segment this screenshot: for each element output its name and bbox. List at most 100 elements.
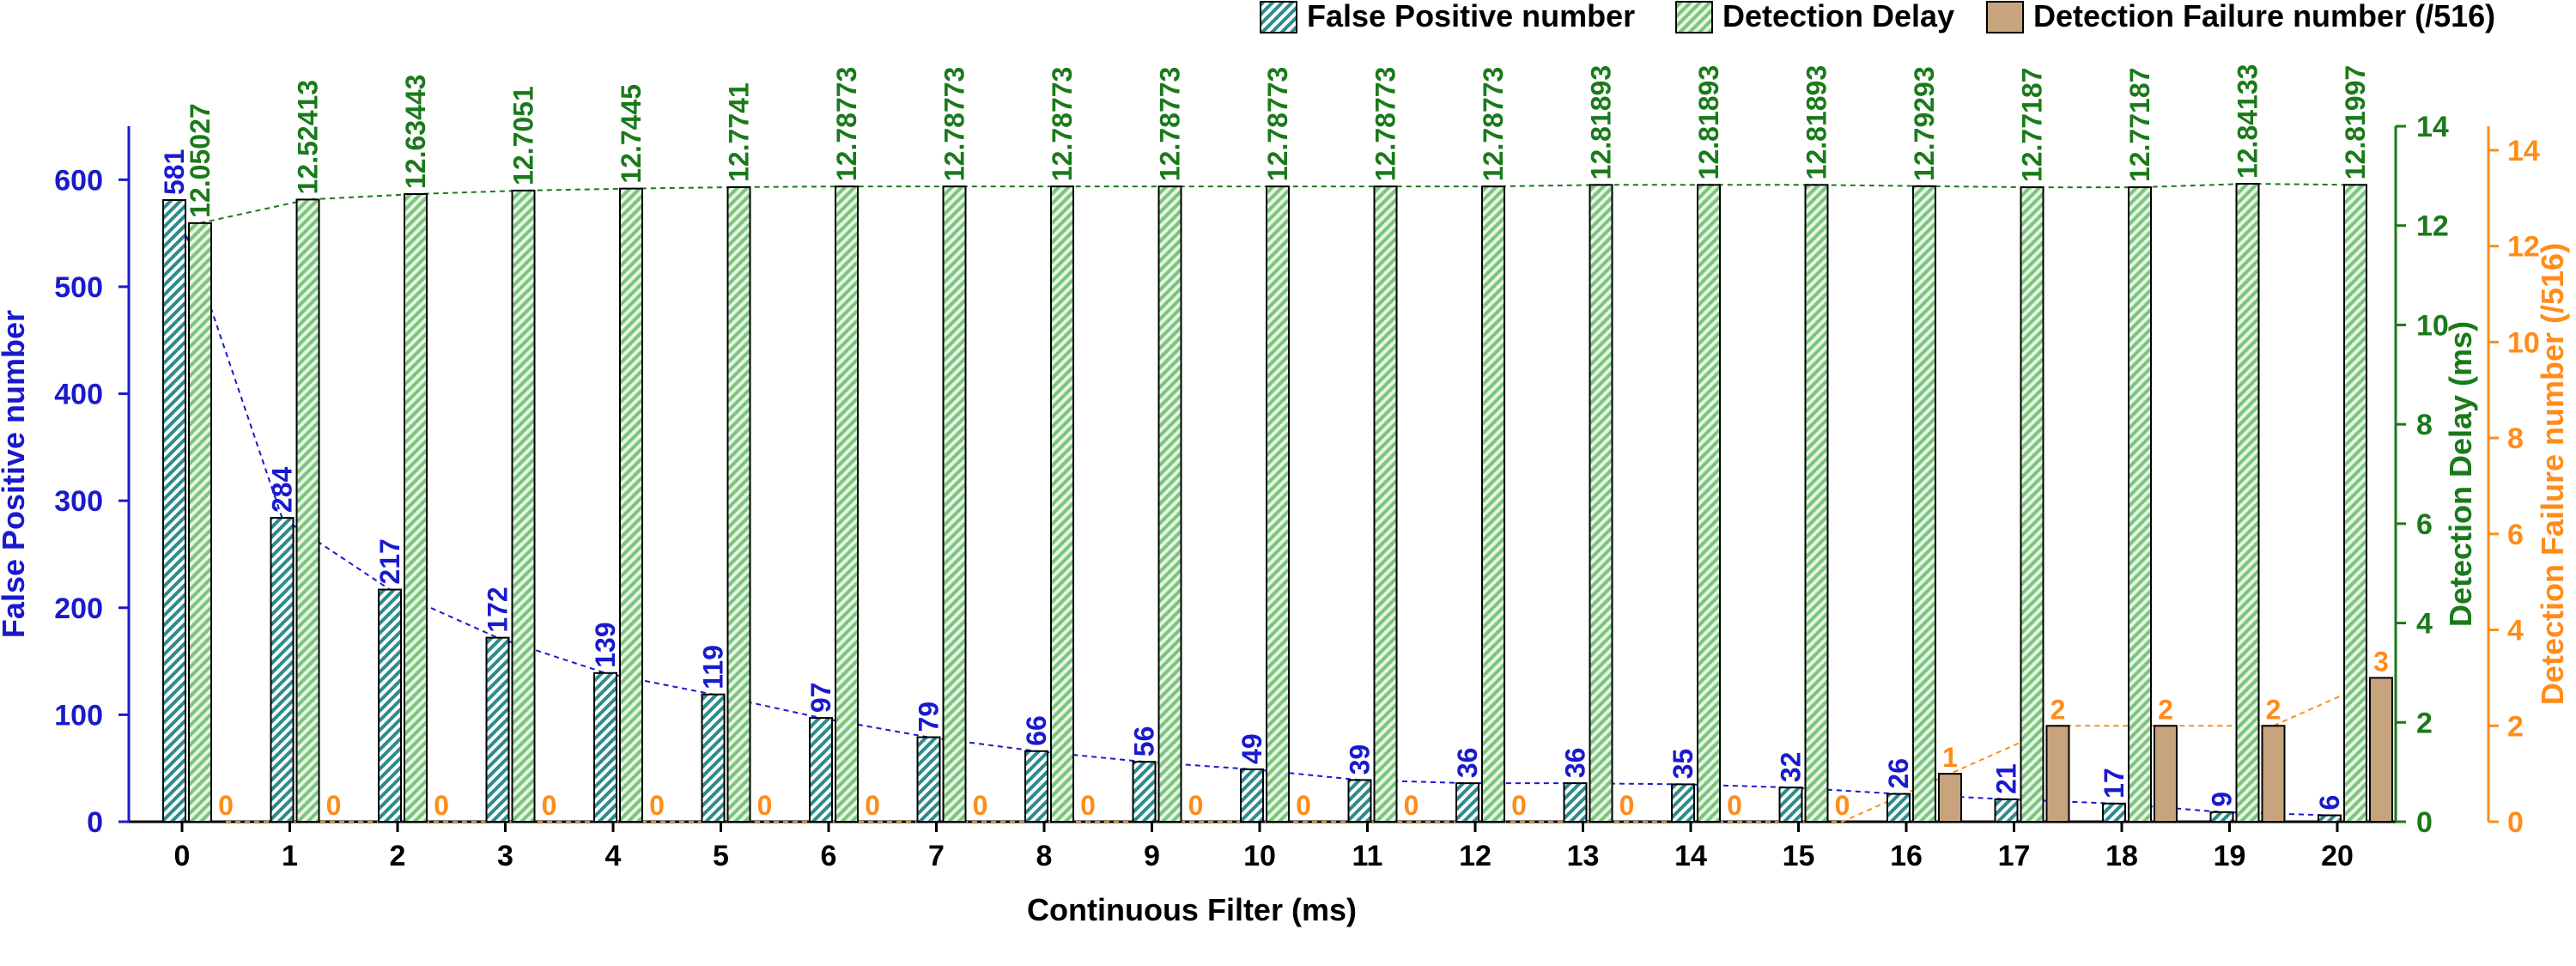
data-label-detection-delay: 12.79293 xyxy=(1909,66,1940,180)
data-label-false-positive: 39 xyxy=(1345,744,1376,775)
data-label-detection-delay: 12.81893 xyxy=(1693,65,1724,179)
data-label-false-positive: 17 xyxy=(2099,768,2129,799)
x-tick-label: 13 xyxy=(1567,840,1600,872)
data-label-false-positive: 56 xyxy=(1129,726,1160,757)
bar-detection-delay xyxy=(1266,185,1290,823)
x-tick-label: 20 xyxy=(2321,840,2354,872)
data-label-detection-failure: 0 xyxy=(326,790,342,821)
x-tick-label: 3 xyxy=(497,840,513,872)
bar-detection-delay xyxy=(2128,186,2152,823)
right-y-axis-failure-title: Detection Failure number (/516) xyxy=(2535,243,2570,705)
right-y-failure-tick-label: 0 xyxy=(2507,806,2524,839)
data-label-detection-failure: 0 xyxy=(973,790,988,821)
data-label-detection-delay: 12.78773 xyxy=(831,67,862,181)
data-label-detection-failure: 2 xyxy=(2266,694,2281,725)
bar-false-positive xyxy=(1994,798,2019,823)
bar-detection-failure xyxy=(2261,725,2286,823)
bar-false-positive xyxy=(270,517,295,823)
x-tick-label: 9 xyxy=(1144,840,1160,872)
axes-ticks: 0 1 2 3 4 5 6 7 8 9 10 11 12 13 14 15 16 17 18 19 2001002003… xyxy=(54,111,2540,872)
data-label-detection-delay: 12.81893 xyxy=(1801,65,1832,179)
bar-detection-failure xyxy=(2154,725,2178,823)
x-tick-label: 5 xyxy=(713,840,729,872)
bar-detection-delay xyxy=(1912,185,1936,823)
left-y-tick-label: 100 xyxy=(54,699,103,732)
data-label-detection-failure: 1 xyxy=(1942,742,1958,773)
bar-false-positive xyxy=(1886,793,1911,823)
data-label-false-positive: 9 xyxy=(2207,792,2238,807)
bar-detection-delay xyxy=(1804,184,1829,823)
right-y-failure-tick-label: 8 xyxy=(2507,422,2524,455)
data-label-detection-delay: 12.78773 xyxy=(1370,67,1401,181)
bar-detection-delay xyxy=(1373,185,1398,823)
data-label-detection-failure: 0 xyxy=(1619,790,1635,821)
bar-detection-delay xyxy=(2020,186,2044,823)
data-label-detection-failure: 2 xyxy=(2158,694,2173,725)
bar-false-positive xyxy=(809,717,833,823)
data-label-detection-delay: 12.84133 xyxy=(2233,64,2263,179)
data-label-detection-failure: 0 xyxy=(1080,790,1096,821)
data-label-false-positive: 119 xyxy=(698,645,729,690)
bar-detection-failure xyxy=(1938,773,1962,823)
bar-detection-delay xyxy=(619,187,643,823)
bar-false-positive xyxy=(2318,814,2342,823)
bar-false-positive xyxy=(2209,811,2234,823)
data-label-detection-failure: 0 xyxy=(434,790,449,821)
x-tick-label: 0 xyxy=(174,840,191,872)
data-label-false-positive: 21 xyxy=(1991,763,2022,794)
data-label-detection-failure: 0 xyxy=(542,790,557,821)
bars xyxy=(162,183,2393,823)
data-label-false-positive: 26 xyxy=(1883,758,1914,789)
right-y-delay-tick-label: 0 xyxy=(2416,806,2433,839)
right-y-failure-tick-label: 2 xyxy=(2507,710,2524,743)
data-label-false-positive: 172 xyxy=(483,586,513,632)
right-y-delay-tick-label: 14 xyxy=(2416,111,2449,143)
bar-false-positive xyxy=(701,693,726,823)
right-y-delay-tick-label: 4 xyxy=(2416,608,2433,641)
bar-false-positive xyxy=(162,198,186,823)
bar-false-positive xyxy=(916,736,941,823)
x-tick-label: 11 xyxy=(1352,840,1383,872)
bar-detection-delay xyxy=(942,185,967,823)
bar-detection-delay xyxy=(1589,184,1613,823)
left-y-tick-label: 300 xyxy=(54,485,103,518)
data-label-detection-delay: 12.52413 xyxy=(293,80,324,194)
x-tick-label: 1 xyxy=(282,840,298,872)
data-label-detection-failure: 0 xyxy=(1296,790,1311,821)
left-y-tick-label: 0 xyxy=(87,806,103,839)
bar-detection-failure xyxy=(2045,725,2070,823)
right-y-delay-tick-label: 6 xyxy=(2416,508,2433,541)
data-label-false-positive: 217 xyxy=(374,538,405,584)
bar-false-positive xyxy=(485,636,510,823)
data-label-detection-delay: 12.7051 xyxy=(508,86,539,185)
x-tick-label: 6 xyxy=(821,840,837,872)
left-y-axis-title: False Positive number xyxy=(0,310,31,638)
data-label-detection-delay: 12.78773 xyxy=(1047,67,1078,181)
data-label-detection-failure: 0 xyxy=(1404,790,1419,821)
data-label-detection-delay: 12.77187 xyxy=(2124,68,2155,182)
bar-detection-delay xyxy=(188,222,212,823)
data-label-false-positive: 97 xyxy=(805,683,836,714)
x-tick-label: 16 xyxy=(1890,840,1923,872)
x-tick-label: 17 xyxy=(1998,840,2031,872)
data-label-detection-failure: 0 xyxy=(757,790,773,821)
data-label-detection-delay: 12.7445 xyxy=(616,84,647,184)
right-y-delay-tick-label: 8 xyxy=(2416,409,2433,441)
data-label-detection-delay: 12.05027 xyxy=(185,103,216,217)
data-label-detection-delay: 12.78773 xyxy=(939,67,970,181)
x-tick-label: 12 xyxy=(1459,840,1492,872)
data-label-detection-failure: 0 xyxy=(1511,790,1527,821)
right-y-failure-tick-label: 12 xyxy=(2507,231,2540,264)
bar-detection-delay xyxy=(1481,185,1505,823)
legend-swatch-detection-failure xyxy=(1986,1,2024,33)
data-label-detection-delay: 12.78773 xyxy=(1478,67,1509,181)
data-label-false-positive: 36 xyxy=(1452,748,1483,779)
bar-detection-delay xyxy=(511,189,536,823)
data-label-detection-delay: 12.77187 xyxy=(2017,68,2048,182)
bar-detection-delay xyxy=(2235,183,2260,823)
x-tick-label: 14 xyxy=(1674,840,1707,872)
x-tick-label: 10 xyxy=(1243,840,1276,872)
right-y-failure-tick-label: 14 xyxy=(2507,135,2540,167)
legend-swatch-detection-delay xyxy=(1675,1,1713,33)
